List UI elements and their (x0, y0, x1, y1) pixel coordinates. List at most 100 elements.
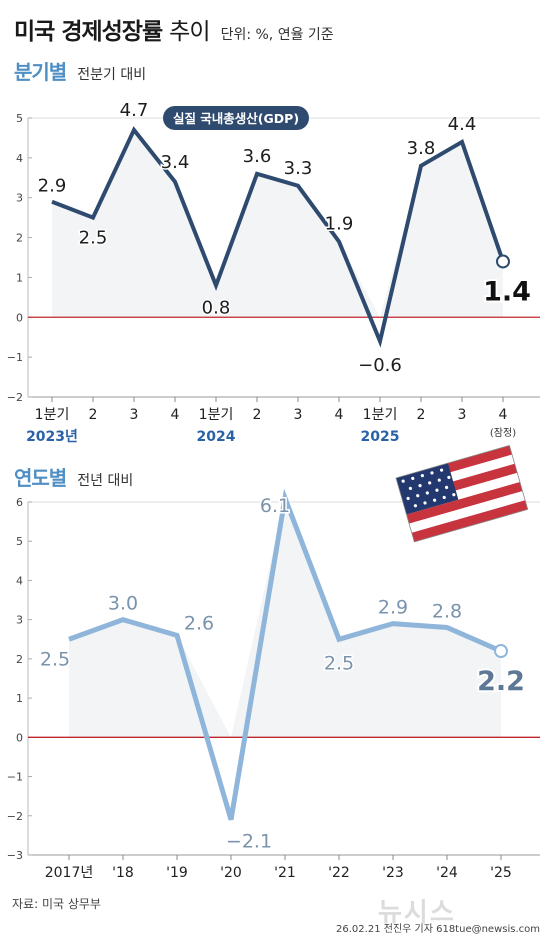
data-label: 2.9 (378, 597, 408, 619)
x-tick-label: 4 (171, 407, 180, 423)
flag-star (433, 498, 437, 502)
flag-star (452, 493, 456, 497)
x-tick-label: '19 (166, 865, 188, 881)
area-fill (52, 129, 503, 318)
x-tick-label: 2 (89, 407, 98, 423)
flag-star (439, 468, 444, 472)
quarterly-heading: 분기별 전분기 대비 (14, 56, 146, 85)
us-flag-icon (395, 444, 529, 543)
last-point-marker (496, 254, 510, 269)
flag-star (420, 474, 424, 478)
y-tick-label: −1 (7, 351, 23, 364)
header: 미국 경제성장률 추이 단위: %, 연율 기준 (14, 12, 334, 46)
y-tick-label: 1 (16, 271, 23, 284)
data-label: 2.5 (324, 652, 354, 674)
x-tick-label: '20 (220, 865, 242, 881)
flag-star (444, 485, 449, 490)
x-tick-label: '18 (112, 865, 134, 881)
x-tick-label: 2017년 (45, 865, 94, 881)
data-label: 3.8 (407, 138, 436, 159)
data-label: 2.6 (184, 612, 214, 634)
series-line (51, 126, 505, 348)
page-title: 미국 경제성장률 추이 (14, 19, 210, 45)
annual-title: 연도별 (14, 466, 67, 490)
data-label: 3.4 (161, 152, 190, 173)
data-label: 1.4 (483, 276, 531, 307)
data-label: 3.0 (108, 593, 138, 615)
data-label: 2.2 (477, 666, 525, 697)
flag-star (406, 496, 410, 501)
x-tick-label: 2 (417, 407, 426, 423)
flag-canton (396, 463, 459, 515)
flag-star (447, 475, 451, 480)
y-tick-label: 3 (16, 614, 23, 627)
year-label: 2024 (197, 429, 236, 445)
flag-star (435, 488, 439, 492)
x-tick-label: 1분기 (35, 407, 70, 423)
annual-heading: 연도별 전년 대비 (14, 462, 133, 491)
last-point-marker (494, 644, 508, 659)
quarterly-title: 분기별 (14, 60, 67, 84)
flag-star (425, 491, 429, 495)
data-label: 2.5 (40, 648, 70, 670)
flag-star (437, 478, 441, 482)
year-label: 2023년 (26, 429, 78, 445)
flag-star (430, 471, 434, 475)
y-tick-label: −1 (7, 771, 23, 784)
flag-stripe (411, 500, 528, 542)
data-label: 3.3 (284, 158, 313, 179)
data-label: 0.8 (202, 297, 231, 318)
y-tick-label: 6 (16, 496, 23, 509)
x-tick-label: 4 (499, 407, 508, 423)
data-label: −2.1 (226, 831, 272, 853)
x-tick-label: '25 (490, 865, 512, 881)
quarterly-chart: −2 −1 0 1 2 3 4 5 1분기 2 3 4 1분기 2 3 4 1분기 2 3 4 2.9 2.5 4.7 3.4… (7, 98, 540, 445)
data-label: 4.4 (448, 114, 477, 135)
y-tick-label: 0 (16, 731, 23, 744)
y-tick-label: 2 (16, 653, 23, 666)
y-tick-label: −3 (7, 849, 23, 862)
data-label: 4.7 (120, 100, 149, 121)
source-note: 자료: 미국 상무부 (12, 897, 101, 911)
flag-star (411, 476, 415, 480)
data-label: 6.1 (260, 495, 290, 517)
y-tick-label: 0 (16, 311, 23, 324)
y-tick-label: 3 (16, 192, 23, 205)
legend-pill (163, 106, 309, 130)
y-tick-label: 1 (16, 692, 23, 705)
data-label: −0.6 (358, 355, 402, 376)
y-tick-label: 5 (16, 112, 23, 125)
x-tick-label: 3 (458, 407, 467, 423)
flag-star (428, 481, 432, 485)
x-tick-label: '24 (436, 865, 458, 881)
unit-label: 단위: %, 연율 기준 (220, 27, 334, 43)
x-tick-label: '23 (382, 865, 404, 881)
flag-star (416, 494, 420, 498)
data-label: 1.9 (325, 214, 354, 235)
series-line (68, 488, 502, 821)
legend-label: 실질 국내총생산(GDP) (173, 111, 299, 126)
x-tick-label: '22 (328, 865, 350, 881)
annual-chart: −3 −2 −1 0 1 2 3 4 5 6 2017년 '18 '19 '20 '21 '22 '23 '24 '… (7, 444, 540, 881)
byline: 26.02.21 전진우 기자 618tue@newsis.com (336, 924, 540, 935)
newsis-watermark: 뉴시스 (378, 898, 456, 928)
data-label: 2.5 (79, 228, 108, 249)
flag-stripe (409, 491, 526, 533)
y-tick-label: 2 (16, 232, 23, 245)
area-fill (69, 498, 501, 738)
x-tick-label: '21 (274, 865, 296, 881)
x-tick-label: 4 (335, 407, 344, 423)
flag-star (408, 486, 413, 491)
flag-star (401, 479, 405, 483)
y-tick-label: 4 (16, 152, 23, 165)
flag-border (395, 444, 529, 543)
x-tick-label: 3 (294, 407, 303, 423)
y-tick-label: −2 (7, 810, 23, 823)
x-tick-label: 1분기 (199, 407, 234, 423)
data-label: 2.8 (432, 601, 462, 623)
data-label: 3.6 (243, 146, 272, 167)
quarterly-subtitle: 전분기 대비 (77, 67, 147, 83)
x-tick-label: 3 (130, 407, 139, 423)
year-label: 2025 (361, 429, 400, 445)
flag-star (423, 501, 427, 505)
